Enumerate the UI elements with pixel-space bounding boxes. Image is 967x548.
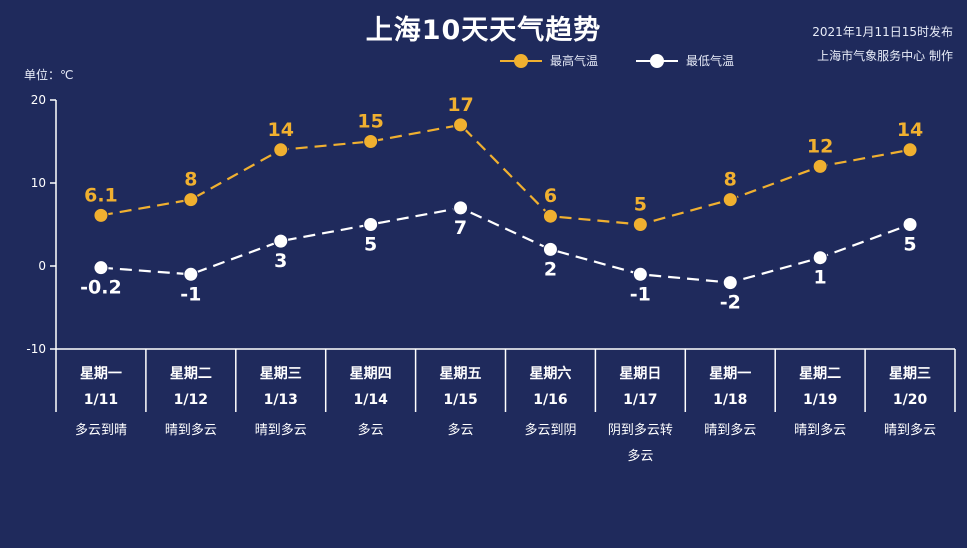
data-point-high <box>183 192 199 208</box>
series-line-low <box>100 206 911 284</box>
data-point-low <box>453 200 469 216</box>
day-weekday: 星期日 <box>619 366 661 382</box>
data-point-high <box>363 134 379 149</box>
data-label-low: 5 <box>364 234 377 256</box>
chart-title: 上海10天天气趋势 <box>365 15 602 46</box>
data-label-low: -0.2 <box>80 277 122 299</box>
day-weekday: 星期二 <box>799 366 841 382</box>
data-point-low <box>902 217 918 232</box>
data-point-high <box>902 142 918 158</box>
day-weather: 晴到多云 <box>884 422 936 438</box>
day-date: 1/17 <box>623 392 657 408</box>
data-point-high <box>453 117 469 133</box>
day-weather: 多云 <box>358 422 384 438</box>
data-label-low: -1 <box>630 283 651 305</box>
data-point-high <box>632 217 648 232</box>
data-label-low: 7 <box>454 217 467 239</box>
day-weather: 晴到多云 <box>165 422 217 438</box>
day-date: 1/11 <box>84 392 118 408</box>
data-label-low: 1 <box>814 267 827 289</box>
y-tick-label: 0 <box>38 259 46 273</box>
data-label-low: 2 <box>544 258 557 280</box>
y-tick-label: 20 <box>31 93 46 107</box>
publisher: 上海市气象服务中心 制作 <box>817 49 953 63</box>
data-point-low <box>632 266 648 282</box>
data-point-low <box>542 241 558 257</box>
legend-high-swatch <box>500 53 542 68</box>
data-point-high <box>812 158 828 174</box>
day-weather: 多云 <box>448 422 474 438</box>
legend-item-low: 最低气温 <box>636 52 734 69</box>
day-weather: 晴到多云 <box>704 422 756 438</box>
legend-item-high: 最高气温 <box>500 52 598 69</box>
data-label-high: 8 <box>184 169 197 191</box>
day-date: 1/14 <box>353 392 388 408</box>
y-tick-label: -10 <box>26 342 46 356</box>
data-point-low <box>363 217 379 232</box>
legend-low-label: 最低气温 <box>686 54 735 68</box>
data-label-low: -1 <box>180 283 201 305</box>
day-date: 1/13 <box>264 392 298 408</box>
day-weekday: 星期四 <box>350 366 392 382</box>
day-weather: 晴到多云 <box>794 422 846 438</box>
day-weekday: 星期三 <box>260 366 302 382</box>
day-date: 1/12 <box>174 392 208 408</box>
data-label-low: -2 <box>720 292 741 314</box>
data-label-high: 15 <box>357 111 383 133</box>
day-weekday: 星期一 <box>80 366 122 382</box>
day-weekday: 星期三 <box>889 366 931 382</box>
day-date: 1/15 <box>443 392 477 408</box>
data-label-low: 3 <box>274 250 287 272</box>
legend-low-swatch <box>636 53 679 68</box>
day-date: 1/16 <box>533 392 567 408</box>
day-date: 1/20 <box>893 392 928 408</box>
day-weather: 多云到晴 <box>75 422 127 438</box>
data-point-high <box>722 192 738 208</box>
data-label-low: 5 <box>903 234 916 256</box>
data-label-high: 17 <box>447 94 473 116</box>
data-point-low <box>722 275 738 291</box>
data-point-low <box>273 233 289 249</box>
day-weekday: 星期六 <box>529 365 571 382</box>
data-label-high: 12 <box>807 135 833 157</box>
data-point-high <box>273 142 289 158</box>
data-point-low <box>183 266 199 282</box>
unit-label: 单位：℃ <box>24 68 74 82</box>
data-label-high: 6 <box>544 185 557 207</box>
series-line-high <box>100 123 911 226</box>
legend: 最高气温 最低气温 <box>500 52 772 69</box>
data-point-low <box>93 260 109 276</box>
data-label-high: 6.1 <box>84 184 118 206</box>
data-point-high <box>93 207 109 223</box>
y-tick-label: 10 <box>31 176 46 190</box>
data-point-low <box>812 250 828 266</box>
day-weekday: 星期一 <box>709 366 751 382</box>
day-weekday: 星期五 <box>440 366 482 382</box>
publish-info: 2021年1月11日15时发布 上海市气象服务中心 制作 <box>812 20 953 68</box>
day-weather: 晴到多云 <box>255 422 307 438</box>
data-label-high: 8 <box>724 169 737 191</box>
data-point-high <box>542 208 558 224</box>
data-label-high: 14 <box>897 119 923 141</box>
day-weather: 多云 <box>627 448 653 464</box>
legend-high-label: 最高气温 <box>550 54 599 68</box>
day-weather: 阴到多云转 <box>608 422 673 438</box>
day-date: 1/19 <box>803 392 837 408</box>
day-weekday: 星期二 <box>170 366 212 382</box>
data-label-high: 5 <box>634 194 647 216</box>
data-label-high: 14 <box>268 119 294 141</box>
publish-time: 2021年1月11日15时发布 <box>812 25 953 39</box>
day-weather: 多云到阴 <box>524 422 576 438</box>
day-date: 1/18 <box>713 392 747 408</box>
